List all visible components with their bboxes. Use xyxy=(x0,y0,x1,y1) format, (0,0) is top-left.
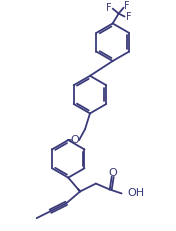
Text: O: O xyxy=(71,135,80,145)
Polygon shape xyxy=(77,188,81,192)
Text: F: F xyxy=(126,12,131,21)
Text: OH: OH xyxy=(128,188,145,198)
Text: O: O xyxy=(108,168,117,178)
Text: F: F xyxy=(124,1,129,11)
Text: F: F xyxy=(106,3,112,13)
